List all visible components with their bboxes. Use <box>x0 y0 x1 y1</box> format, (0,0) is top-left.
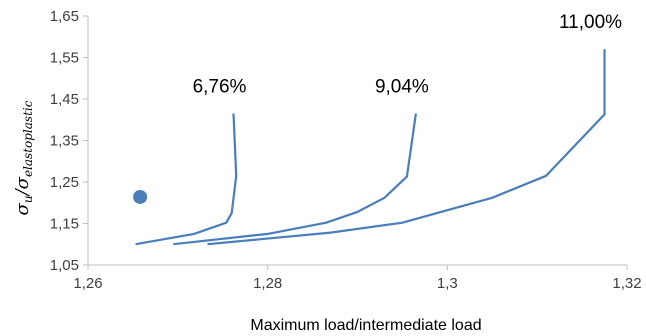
y-axis-sub-elastoplastic: elastoplastic <box>21 100 35 177</box>
y-tick-label: 1,45 <box>50 91 79 108</box>
series-label-1: 6,76% <box>193 77 247 98</box>
series-annotations: 6,76% 9,04% 11,00% <box>193 12 623 97</box>
y-tick-label: 1,65 <box>50 8 79 25</box>
x-tick-label: 1,3 <box>437 275 458 292</box>
data-point-marker <box>133 189 148 204</box>
y-axis-slash: / <box>12 187 33 197</box>
y-tick-label: 1,15 <box>50 216 79 233</box>
series-label-3: 11,00% <box>559 12 622 33</box>
y-tick-label: 1,55 <box>50 50 79 67</box>
series-lines <box>135 49 606 246</box>
x-tick-label: 1,26 <box>73 275 102 292</box>
x-axis-title: Maximum load/intermediate load <box>250 317 481 334</box>
y-tick-label: 1,05 <box>50 257 79 274</box>
x-tick-label: 1,28 <box>253 275 282 292</box>
x-tick-labels: 1,26 1,28 1,3 1,32 <box>73 265 642 292</box>
marker-layer <box>133 189 148 204</box>
y-tick-label: 1,25 <box>50 174 79 191</box>
y-axis-sigma-1: σ <box>12 202 33 215</box>
y-tick-label: 1,35 <box>50 133 79 150</box>
x-tick-label: 1,32 <box>612 275 641 292</box>
series-line-1 <box>135 113 238 246</box>
series-line-3 <box>207 49 606 246</box>
y-axis-sub-u: u <box>21 195 35 203</box>
axes <box>87 16 627 266</box>
y-axis-sigma-2: σ <box>12 176 33 189</box>
y-tick-labels: 1,05 1,15 1,25 1,35 1,45 1,55 1,65 <box>50 8 88 274</box>
y-axis-title: σu/σelastoplastic <box>12 100 35 215</box>
series-label-2: 9,04% <box>375 77 429 98</box>
series-line-2 <box>173 113 417 246</box>
